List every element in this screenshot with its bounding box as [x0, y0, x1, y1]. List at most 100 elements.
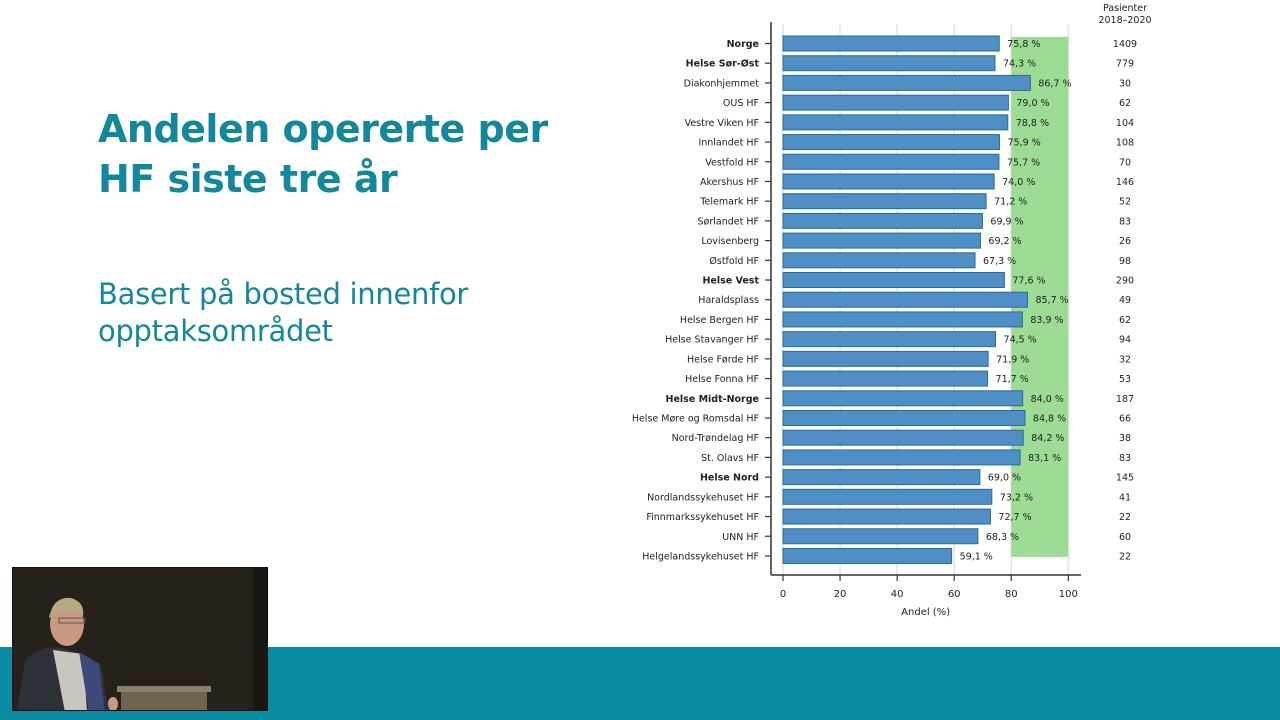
value-label: 74,5 % — [1004, 335, 1037, 346]
category-label: Diakonhjemmet — [684, 78, 760, 89]
patients-count: 94 — [1119, 335, 1131, 346]
bar — [782, 350, 989, 367]
category-label: Helse Fonna HF — [685, 374, 759, 385]
category-label: Østfold HF — [709, 256, 759, 267]
patients-count: 104 — [1116, 118, 1134, 129]
patients-count: 1409 — [1113, 39, 1137, 50]
bar — [782, 429, 1024, 446]
category-label: Lovisenberg — [701, 236, 759, 247]
category-label: Telemark HF — [699, 197, 759, 208]
category-label: Helse Bergen HF — [680, 315, 759, 326]
category-label: Helse Vest — [702, 276, 759, 287]
category-label: Nord-Trøndelag HF — [672, 433, 759, 444]
slide-title: Andelen opererte per HF siste tre år — [98, 107, 548, 201]
bar — [782, 232, 981, 249]
bar — [782, 134, 1001, 151]
category-label: Helse Møre og Romsdal HF — [632, 413, 759, 424]
bar — [782, 370, 989, 387]
value-label: 59,1 % — [960, 551, 993, 562]
patients-count: 146 — [1116, 177, 1134, 188]
slide-subtitle: Basert på bosted innenfor opptaksområdet — [98, 277, 469, 348]
patients-count: 779 — [1116, 59, 1134, 70]
patients-count: 60 — [1119, 532, 1131, 543]
category-label: St. Olavs HF — [701, 453, 759, 464]
value-label: 86,7 % — [1038, 78, 1071, 89]
value-label: 67,3 % — [983, 256, 1016, 267]
patients-header-line1: Pasienter — [1103, 3, 1147, 14]
bar — [782, 508, 991, 525]
value-label: 84,8 % — [1033, 413, 1066, 424]
value-label: 77,6 % — [1012, 276, 1045, 287]
patients-count: 22 — [1119, 551, 1131, 562]
bar — [782, 193, 987, 210]
patients-count: 62 — [1119, 98, 1131, 109]
speaker-image — [13, 568, 267, 710]
value-label: 72,7 % — [998, 512, 1031, 523]
category-label: Helgelandssykehuset HF — [642, 551, 759, 562]
patients-count: 52 — [1119, 197, 1131, 208]
patients-count: 83 — [1119, 216, 1131, 227]
bar — [782, 469, 981, 486]
category-label: Vestre Viken HF — [685, 118, 759, 129]
patients-count: 108 — [1116, 138, 1134, 149]
bar — [782, 212, 983, 229]
bar — [782, 488, 993, 505]
patients-count: 38 — [1119, 433, 1131, 444]
value-label: 84,0 % — [1031, 394, 1064, 405]
value-label: 78,8 % — [1016, 118, 1049, 129]
category-label: UNN HF — [722, 532, 759, 543]
x-tick-label: 80 — [1005, 589, 1018, 600]
category-label: Finnmarkssykehuset HF — [646, 512, 759, 523]
patients-count: 49 — [1119, 295, 1131, 306]
value-label: 69,0 % — [988, 473, 1021, 484]
category-label: OUS HF — [723, 98, 759, 109]
category-label: Helse Nord — [700, 473, 759, 484]
category-label: Helse Midt-Norge — [666, 394, 759, 405]
category-label: Innlandet HF — [698, 138, 759, 149]
x-tick-label: 0 — [780, 589, 786, 600]
patients-count: 62 — [1119, 315, 1131, 326]
patients-count: 66 — [1119, 413, 1131, 424]
patients-header-line2: 2018–2020 — [1098, 15, 1151, 26]
value-label: 71,2 % — [994, 197, 1027, 208]
patients-count: 70 — [1119, 157, 1131, 168]
bar — [782, 449, 1021, 466]
value-label: 71,7 % — [996, 374, 1029, 385]
value-label: 71,9 % — [996, 354, 1029, 365]
value-label: 79,0 % — [1016, 98, 1049, 109]
patients-count: 53 — [1119, 374, 1131, 385]
value-label: 73,2 % — [1000, 492, 1033, 503]
value-label: 83,1 % — [1028, 453, 1061, 464]
patients-count: 290 — [1116, 276, 1134, 287]
x-tick-label: 20 — [834, 589, 847, 600]
patients-count: 41 — [1119, 492, 1131, 503]
category-label: Vestfold HF — [705, 157, 759, 168]
category-label: Norge — [727, 39, 759, 50]
bar — [782, 528, 979, 545]
bar — [782, 94, 1009, 111]
category-label: Helse Stavanger HF — [665, 335, 759, 346]
patients-count: 98 — [1119, 256, 1131, 267]
patients-count: 30 — [1119, 78, 1131, 89]
value-label: 69,2 % — [988, 236, 1021, 247]
category-label: Nordlandssykehuset HF — [647, 492, 759, 503]
value-label: 75,8 % — [1007, 39, 1040, 50]
bar — [782, 291, 1029, 308]
value-label: 75,9 % — [1008, 138, 1041, 149]
x-axis-title: Andel (%) — [901, 607, 950, 618]
bar — [782, 74, 1031, 91]
value-label: 83,9 % — [1030, 315, 1063, 326]
patients-count: 22 — [1119, 512, 1131, 523]
category-label: Helse Sør-Øst — [686, 59, 760, 70]
category-label: Helse Førde HF — [687, 354, 759, 365]
bar — [782, 409, 1026, 426]
bar — [782, 114, 1009, 131]
bar — [782, 311, 1023, 328]
x-tick-label: 60 — [948, 589, 961, 600]
bar — [782, 153, 1000, 170]
bar — [782, 252, 976, 269]
bar — [782, 547, 953, 564]
bar — [782, 35, 1000, 52]
patients-count: 145 — [1116, 473, 1134, 484]
bar — [782, 331, 997, 348]
